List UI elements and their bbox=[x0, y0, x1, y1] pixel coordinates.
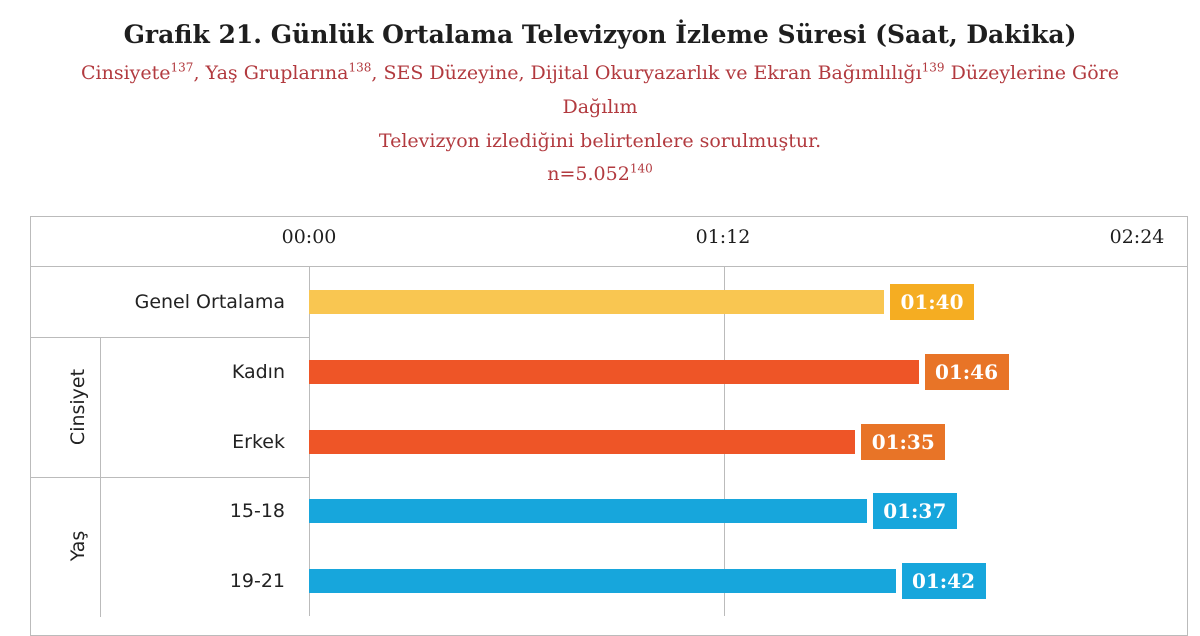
data-label: 01:42 bbox=[901, 563, 986, 599]
x-tick-label: 01:12 bbox=[695, 226, 751, 248]
header-divider bbox=[30, 266, 1188, 267]
category-label: Genel Ortalama bbox=[134, 291, 285, 313]
bar bbox=[309, 499, 867, 523]
footnote-ref: 137 bbox=[170, 60, 194, 75]
group-divider bbox=[30, 337, 310, 338]
subtitle-part-age: , Yaş Gruplarına bbox=[193, 62, 349, 84]
chart-subtitle-line3: Televizyon izlediğini belirtenlere sorul… bbox=[378, 130, 822, 152]
sample-size: n=5.052 bbox=[547, 163, 630, 185]
category-label: Erkek bbox=[232, 431, 285, 453]
group-column-divider bbox=[100, 337, 101, 617]
footnote-ref: 138 bbox=[348, 60, 372, 75]
data-label: 01:46 bbox=[924, 354, 1009, 390]
x-tick-label: 02:24 bbox=[1109, 226, 1165, 248]
chart-subtitle-line2: Dağılım bbox=[562, 96, 638, 118]
data-label: 01:40 bbox=[890, 284, 974, 320]
group-label: Cinsiyet bbox=[67, 368, 89, 446]
subtitle-part-levels: Düzeylerine Göre bbox=[944, 62, 1120, 84]
chart-subtitle-line4: n=5.052140 bbox=[0, 163, 1200, 185]
footnote-ref: 140 bbox=[629, 161, 653, 176]
x-tick-label: 00:00 bbox=[281, 226, 337, 248]
bar bbox=[309, 569, 896, 593]
group-label: Yaş bbox=[67, 530, 89, 562]
data-label: 01:37 bbox=[872, 493, 957, 529]
footnote-ref: 139 bbox=[921, 60, 945, 75]
data-label: 01:35 bbox=[861, 424, 946, 460]
chart-subtitle-line1: Cinsiyete137, Yaş Gruplarına138, SES Düz… bbox=[0, 62, 1200, 84]
bar bbox=[309, 360, 919, 384]
chart-title: Grafik 21. Günlük Ortalama Televizyon İz… bbox=[123, 20, 1077, 49]
group-divider bbox=[30, 477, 310, 478]
category-label: 19-21 bbox=[229, 570, 285, 592]
bar bbox=[309, 430, 856, 454]
category-label: 15-18 bbox=[229, 500, 285, 522]
subtitle-part-gender: Cinsiyete bbox=[80, 62, 171, 84]
subtitle-part-ses: , SES Düzeyine, Dijital Okuryazarlık ve … bbox=[371, 62, 922, 84]
category-label: Kadın bbox=[231, 361, 285, 383]
bar bbox=[309, 290, 884, 314]
